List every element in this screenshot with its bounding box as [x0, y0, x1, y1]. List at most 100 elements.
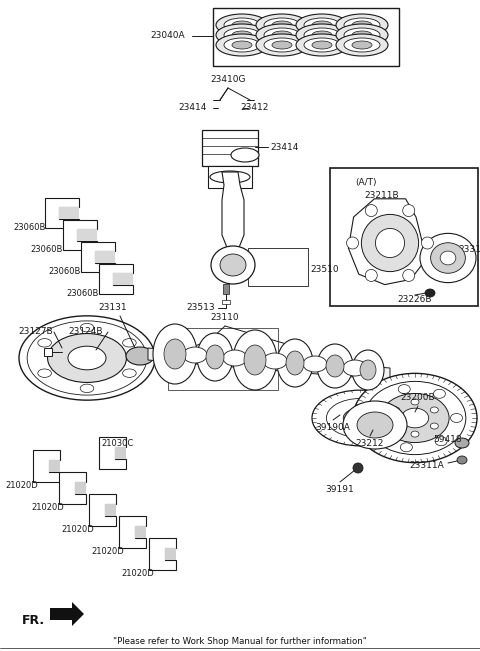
Ellipse shape: [352, 21, 372, 29]
Ellipse shape: [431, 243, 466, 273]
Ellipse shape: [365, 270, 377, 281]
Ellipse shape: [304, 28, 340, 42]
Ellipse shape: [304, 38, 340, 52]
Text: 23110: 23110: [211, 314, 240, 322]
Ellipse shape: [400, 443, 412, 452]
Ellipse shape: [122, 369, 136, 378]
Ellipse shape: [264, 28, 300, 42]
Ellipse shape: [211, 246, 255, 284]
Ellipse shape: [272, 41, 292, 49]
Text: 23127B: 23127B: [18, 327, 53, 337]
Polygon shape: [63, 220, 97, 250]
Polygon shape: [59, 472, 85, 504]
Polygon shape: [77, 229, 97, 241]
Ellipse shape: [403, 270, 415, 281]
Text: 23311A: 23311A: [409, 462, 444, 471]
Ellipse shape: [303, 356, 327, 372]
Text: 39191: 39191: [325, 486, 354, 495]
Polygon shape: [105, 505, 116, 516]
Ellipse shape: [398, 385, 410, 394]
Ellipse shape: [344, 28, 380, 42]
Ellipse shape: [312, 41, 332, 49]
Text: 23060B: 23060B: [14, 223, 46, 232]
Ellipse shape: [365, 204, 377, 217]
Ellipse shape: [126, 347, 154, 365]
Bar: [330, 168, 478, 306]
Ellipse shape: [440, 251, 456, 265]
Ellipse shape: [216, 34, 268, 56]
Ellipse shape: [372, 427, 384, 436]
Text: 21030C: 21030C: [102, 439, 134, 449]
Polygon shape: [81, 242, 115, 272]
Ellipse shape: [286, 351, 304, 375]
Ellipse shape: [411, 399, 419, 405]
Polygon shape: [115, 447, 126, 458]
Ellipse shape: [352, 41, 372, 49]
Bar: [44, 348, 52, 356]
Ellipse shape: [277, 339, 313, 387]
Ellipse shape: [232, 41, 252, 49]
Ellipse shape: [353, 374, 477, 463]
Bar: [223, 284, 229, 294]
Ellipse shape: [232, 21, 252, 29]
Ellipse shape: [264, 38, 300, 52]
Ellipse shape: [435, 437, 447, 446]
Text: "Please refer to Work Shop Manual for further information": "Please refer to Work Shop Manual for fu…: [113, 637, 367, 646]
Ellipse shape: [27, 321, 147, 395]
Ellipse shape: [375, 229, 405, 258]
Polygon shape: [95, 251, 115, 263]
Text: 23200B: 23200B: [401, 393, 435, 402]
Polygon shape: [113, 273, 133, 285]
Ellipse shape: [326, 398, 394, 437]
Polygon shape: [75, 482, 85, 493]
Ellipse shape: [197, 333, 233, 381]
Ellipse shape: [361, 214, 419, 271]
Text: 23131: 23131: [99, 303, 127, 311]
Ellipse shape: [272, 21, 292, 29]
Ellipse shape: [403, 204, 415, 217]
Polygon shape: [99, 437, 126, 469]
Ellipse shape: [433, 389, 445, 398]
Ellipse shape: [421, 237, 433, 249]
Ellipse shape: [312, 390, 408, 446]
Polygon shape: [45, 198, 79, 228]
Polygon shape: [50, 602, 84, 626]
Text: 23414: 23414: [271, 143, 299, 152]
Polygon shape: [33, 450, 60, 482]
Ellipse shape: [296, 14, 348, 36]
Text: 23060B: 23060B: [49, 266, 81, 275]
Ellipse shape: [216, 24, 268, 46]
Ellipse shape: [371, 401, 383, 410]
Text: 23060B: 23060B: [31, 245, 63, 253]
Ellipse shape: [352, 31, 372, 39]
Ellipse shape: [343, 408, 377, 428]
Text: 23414: 23414: [179, 104, 207, 113]
Ellipse shape: [336, 14, 388, 36]
Ellipse shape: [392, 407, 400, 413]
Ellipse shape: [353, 463, 363, 473]
Text: 23412: 23412: [241, 104, 269, 113]
Ellipse shape: [420, 233, 476, 283]
Text: 21020D: 21020D: [32, 503, 64, 512]
Text: 23124B: 23124B: [68, 327, 103, 337]
Bar: [213, 8, 399, 66]
Text: 23040A: 23040A: [151, 31, 185, 40]
Ellipse shape: [256, 14, 308, 36]
Ellipse shape: [264, 18, 300, 32]
Text: 59418: 59418: [434, 436, 462, 445]
Text: 23510: 23510: [310, 266, 338, 275]
Ellipse shape: [164, 339, 186, 369]
Ellipse shape: [122, 339, 136, 347]
Ellipse shape: [80, 384, 94, 393]
Polygon shape: [119, 516, 145, 548]
Ellipse shape: [183, 347, 207, 363]
Ellipse shape: [244, 345, 266, 375]
Ellipse shape: [80, 324, 94, 332]
Ellipse shape: [343, 360, 367, 376]
Ellipse shape: [455, 438, 469, 448]
Ellipse shape: [336, 24, 388, 46]
Polygon shape: [135, 527, 145, 538]
Ellipse shape: [263, 353, 287, 369]
Ellipse shape: [326, 355, 344, 377]
Polygon shape: [348, 199, 426, 284]
